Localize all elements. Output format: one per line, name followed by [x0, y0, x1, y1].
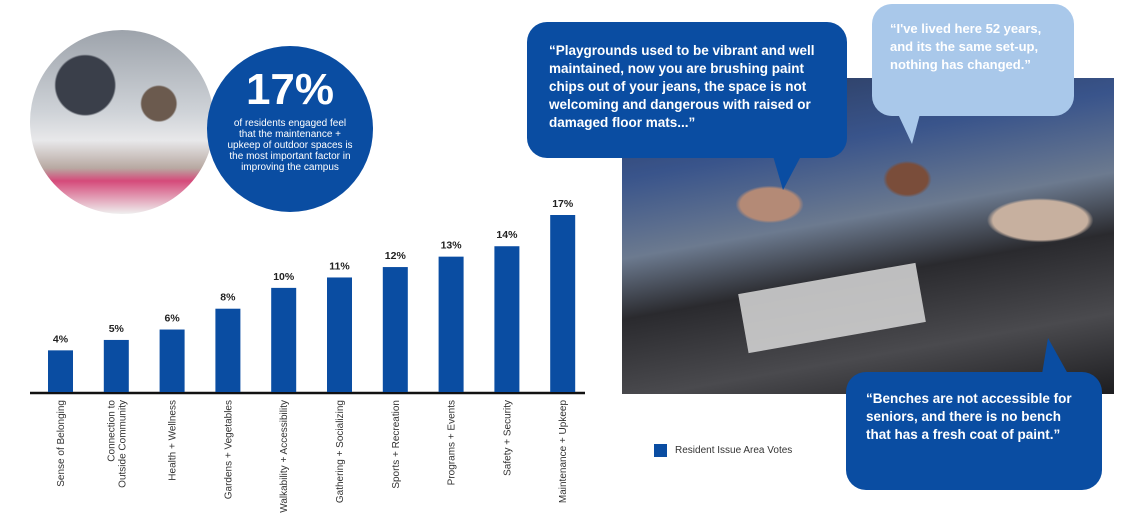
bar-value-label-4: 10% — [273, 271, 295, 283]
category-label-0: Sense of Belonging — [56, 400, 67, 487]
stat-description: of residents engaged feel that the maint… — [227, 118, 353, 173]
bar-value-label-6: 12% — [385, 250, 407, 262]
category-label-4: Walkability + Accessibility — [279, 400, 290, 513]
map-on-table — [738, 262, 926, 354]
bar-value-label-1: 5% — [109, 323, 125, 335]
bar-6 — [382, 267, 408, 392]
bar-4 — [271, 287, 297, 392]
bar-3 — [215, 308, 241, 392]
bar-value-label-2: 6% — [165, 313, 181, 325]
bar-value-label-5: 11% — [329, 260, 350, 272]
bar-0 — [48, 350, 73, 392]
bar-value-label-0: 4% — [53, 333, 69, 345]
quote-bubble-playgrounds: “Playgrounds used to be vibrant and well… — [527, 22, 847, 190]
bar-9 — [550, 215, 576, 392]
bar-7 — [438, 256, 464, 392]
bar-5 — [327, 277, 352, 392]
bar-value-label-8: 14% — [496, 229, 518, 241]
legend-label: Resident Issue Area Votes — [675, 445, 793, 456]
bar-value-label-3: 8% — [220, 292, 236, 304]
legend-swatch — [654, 444, 667, 457]
quote-bubble-52-years: “I've lived here 52 years, and its the s… — [872, 4, 1074, 144]
category-label-9: Maintenance + Upkeep — [558, 400, 569, 504]
stat-value: 17% — [245, 65, 335, 114]
chart-legend: Resident Issue Area Votes — [654, 444, 792, 457]
quote-bubble-benches: “Benches are not accessible for seniors,… — [846, 338, 1102, 490]
bar-value-label-7: 13% — [441, 240, 463, 252]
quote-text-benches: “Benches are not accessible for seniors,… — [866, 391, 1072, 442]
category-label-5: Gathering + Socializing — [335, 400, 346, 503]
category-label-3: Gardens + Vegetables — [223, 400, 234, 499]
category-label-6: Sports + Recreation — [391, 400, 402, 489]
bar-1 — [103, 339, 129, 392]
category-label-2: Health + Wellness — [168, 400, 179, 481]
bar-2 — [159, 329, 185, 392]
photo-residents-left — [30, 30, 214, 214]
category-label-8: Safety + Security — [502, 400, 513, 476]
stat-callout: 17% of residents engaged feel that the m… — [207, 46, 373, 212]
quote-text-52-years: “I've lived here 52 years, and its the s… — [890, 21, 1042, 72]
category-label-1: Connection toOutside Community — [106, 400, 128, 488]
category-label-7: Programs + Events — [447, 400, 458, 485]
quote-text-playgrounds: “Playgrounds used to be vibrant and well… — [549, 43, 815, 130]
bar-value-label-9: 17% — [552, 198, 574, 210]
bar-8 — [494, 246, 520, 392]
bar-chart: 4% Sense of Belonging 5% Connection toOutsi… — [30, 198, 585, 513]
